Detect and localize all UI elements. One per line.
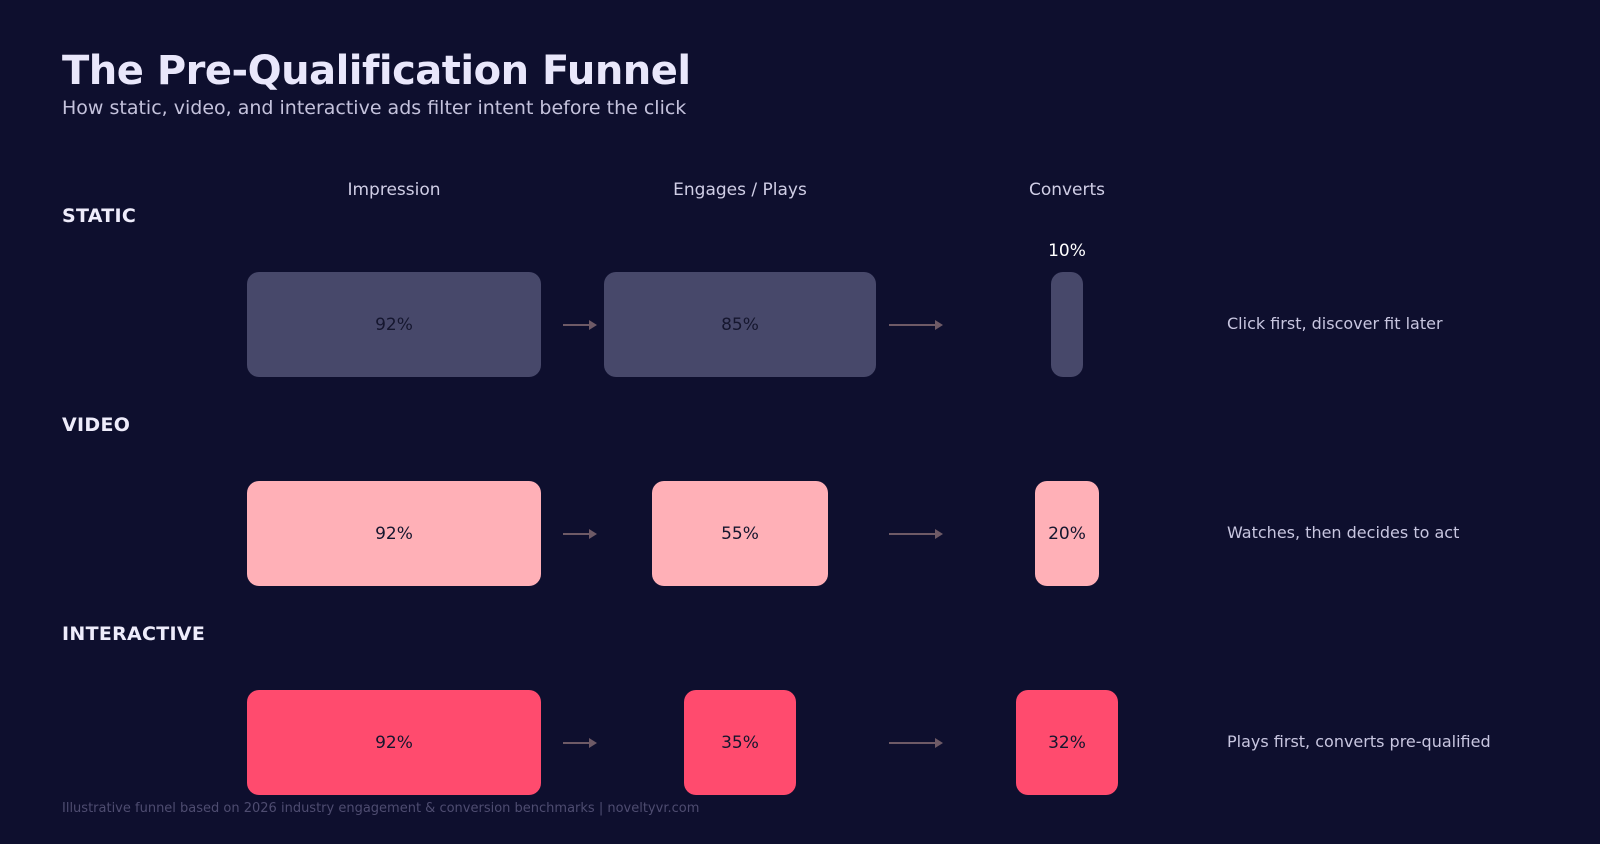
bar-video-stage-2: 55%: [652, 481, 828, 586]
arrow-head: [935, 319, 943, 330]
stage-header-converts: Converts: [1028, 180, 1106, 200]
bar-interactive-stage-1: 92%: [246, 690, 542, 795]
stage-header-engages-plays: Engages / Plays: [673, 180, 807, 200]
row-note-video: Watches, then decides to act: [1227, 522, 1460, 542]
footer-note: Illustrative funnel based on 2026 indust…: [62, 801, 700, 816]
bar-interactive-stage-2: 35%: [684, 690, 796, 795]
arrow-head: [589, 319, 597, 330]
bar-value-label: 35%: [721, 732, 759, 753]
arrow-icon: [563, 319, 597, 331]
arrow-shaft: [889, 532, 937, 535]
bar-static-stage-2: 85%: [604, 272, 876, 377]
bar-value-label: 92%: [375, 732, 413, 753]
row-note-static: Click first, discover fit later: [1227, 313, 1443, 333]
row-label-video: VIDEO: [62, 414, 131, 436]
arrow-icon: [563, 737, 597, 749]
chart-subtitle: How static, video, and interactive ads f…: [62, 97, 687, 119]
arrow-shaft: [563, 532, 591, 535]
bar-value-label-static-stage-3: 10%: [1048, 241, 1086, 261]
arrow-shaft: [889, 323, 937, 326]
bar-value-label: 55%: [721, 523, 759, 544]
arrow-head: [589, 528, 597, 539]
bar-value-label: 85%: [721, 314, 759, 335]
bar-video-stage-3: 20%: [1035, 481, 1099, 586]
arrow-icon: [889, 528, 943, 540]
chart-title: The Pre-Qualification Funnel: [62, 48, 691, 94]
bar-static-stage-3: [1051, 272, 1083, 377]
row-note-interactive: Plays first, converts pre-qualified: [1227, 731, 1491, 751]
arrow-head: [589, 737, 597, 748]
arrow-icon: [889, 737, 943, 749]
bar-static-stage-1: 92%: [246, 272, 542, 377]
arrow-shaft: [563, 741, 591, 744]
arrow-head: [935, 737, 943, 748]
arrow-icon: [563, 528, 597, 540]
arrow-icon: [889, 319, 943, 331]
bar-value-label: 92%: [375, 314, 413, 335]
row-label-static: STATIC: [62, 205, 137, 227]
bar-video-stage-1: 92%: [246, 481, 542, 586]
row-label-interactive: INTERACTIVE: [62, 623, 206, 645]
bar-interactive-stage-3: 32%: [1015, 690, 1119, 795]
stage-header-impression: Impression: [347, 180, 441, 200]
arrow-head: [935, 528, 943, 539]
bar-value-label: 20%: [1048, 523, 1086, 544]
bar-value-label: 92%: [375, 523, 413, 544]
bar-value-label: 32%: [1048, 732, 1086, 753]
arrow-shaft: [889, 741, 937, 744]
arrow-shaft: [563, 323, 591, 326]
